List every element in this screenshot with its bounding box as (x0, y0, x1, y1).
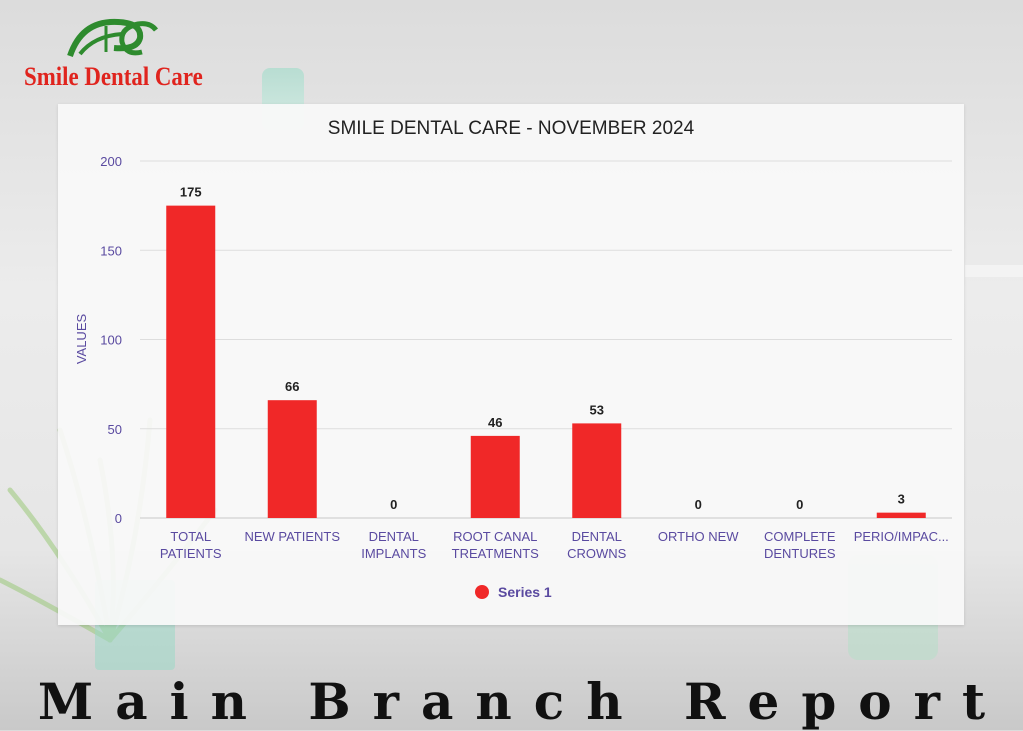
brand-logo: Smile Dental Care (22, 12, 212, 92)
data-label: 3 (898, 492, 905, 507)
data-label: 0 (390, 497, 397, 512)
y-tick-label: 200 (100, 154, 122, 169)
bar (267, 400, 317, 518)
x-tick-label: NEW PATIENTS (244, 529, 340, 544)
sdc-monogram-logo-icon (67, 18, 158, 58)
x-tick-label: DENTAL IMPLANTS (361, 529, 426, 561)
x-tick-label: PERIO/IMPAC... (854, 529, 949, 544)
bar (876, 512, 926, 518)
data-label: 175 (180, 185, 202, 200)
data-label: 0 (796, 497, 803, 512)
x-tick-label: COMPLETE DENTURES (764, 529, 836, 561)
data-label: 0 (695, 497, 702, 512)
y-tick-label: 100 (100, 333, 122, 348)
y-tick-label: 0 (115, 511, 122, 526)
chart-title: SMILE DENTAL CARE - NOVEMBER 2024 (328, 118, 695, 139)
data-label: 46 (488, 415, 502, 430)
background-shelf (965, 265, 1023, 277)
bar (572, 423, 622, 518)
y-axis-ticks: 0 50 100 150 200 (100, 154, 122, 526)
brand-name: Smile Dental Care (24, 62, 203, 91)
data-label: 66 (285, 379, 299, 394)
bar (166, 205, 216, 518)
bar-chart: SMILE DENTAL CARE - NOVEMBER 2024 VALUES… (74, 118, 952, 600)
x-tick-label: TOTAL PATIENTS (160, 529, 222, 561)
y-tick-label: 150 (100, 243, 122, 258)
x-tick-label: ORTHO NEW (658, 529, 739, 544)
x-tick-label: ROOT CANAL TREATMENTS (452, 529, 539, 561)
data-label: 53 (590, 402, 604, 417)
legend[interactable]: Series 1 (475, 584, 552, 600)
x-tick-label: DENTAL CROWNS (567, 529, 627, 561)
legend-marker (475, 585, 489, 599)
bar (470, 435, 520, 518)
chart-card: SMILE DENTAL CARE - NOVEMBER 2024 VALUES… (58, 104, 964, 625)
y-axis-label: VALUES (74, 314, 89, 365)
grid-lines (140, 160, 952, 519)
bars: 175 66 0 46 53 0 0 3 (166, 185, 926, 518)
y-tick-label: 50 (108, 422, 122, 437)
x-axis-ticks: TOTAL PATIENTS NEW PATIENTS DENTAL IMPLANTS R… (160, 529, 949, 561)
report-title: Main Branch Report (37, 672, 1008, 731)
legend-label: Series 1 (498, 584, 552, 600)
